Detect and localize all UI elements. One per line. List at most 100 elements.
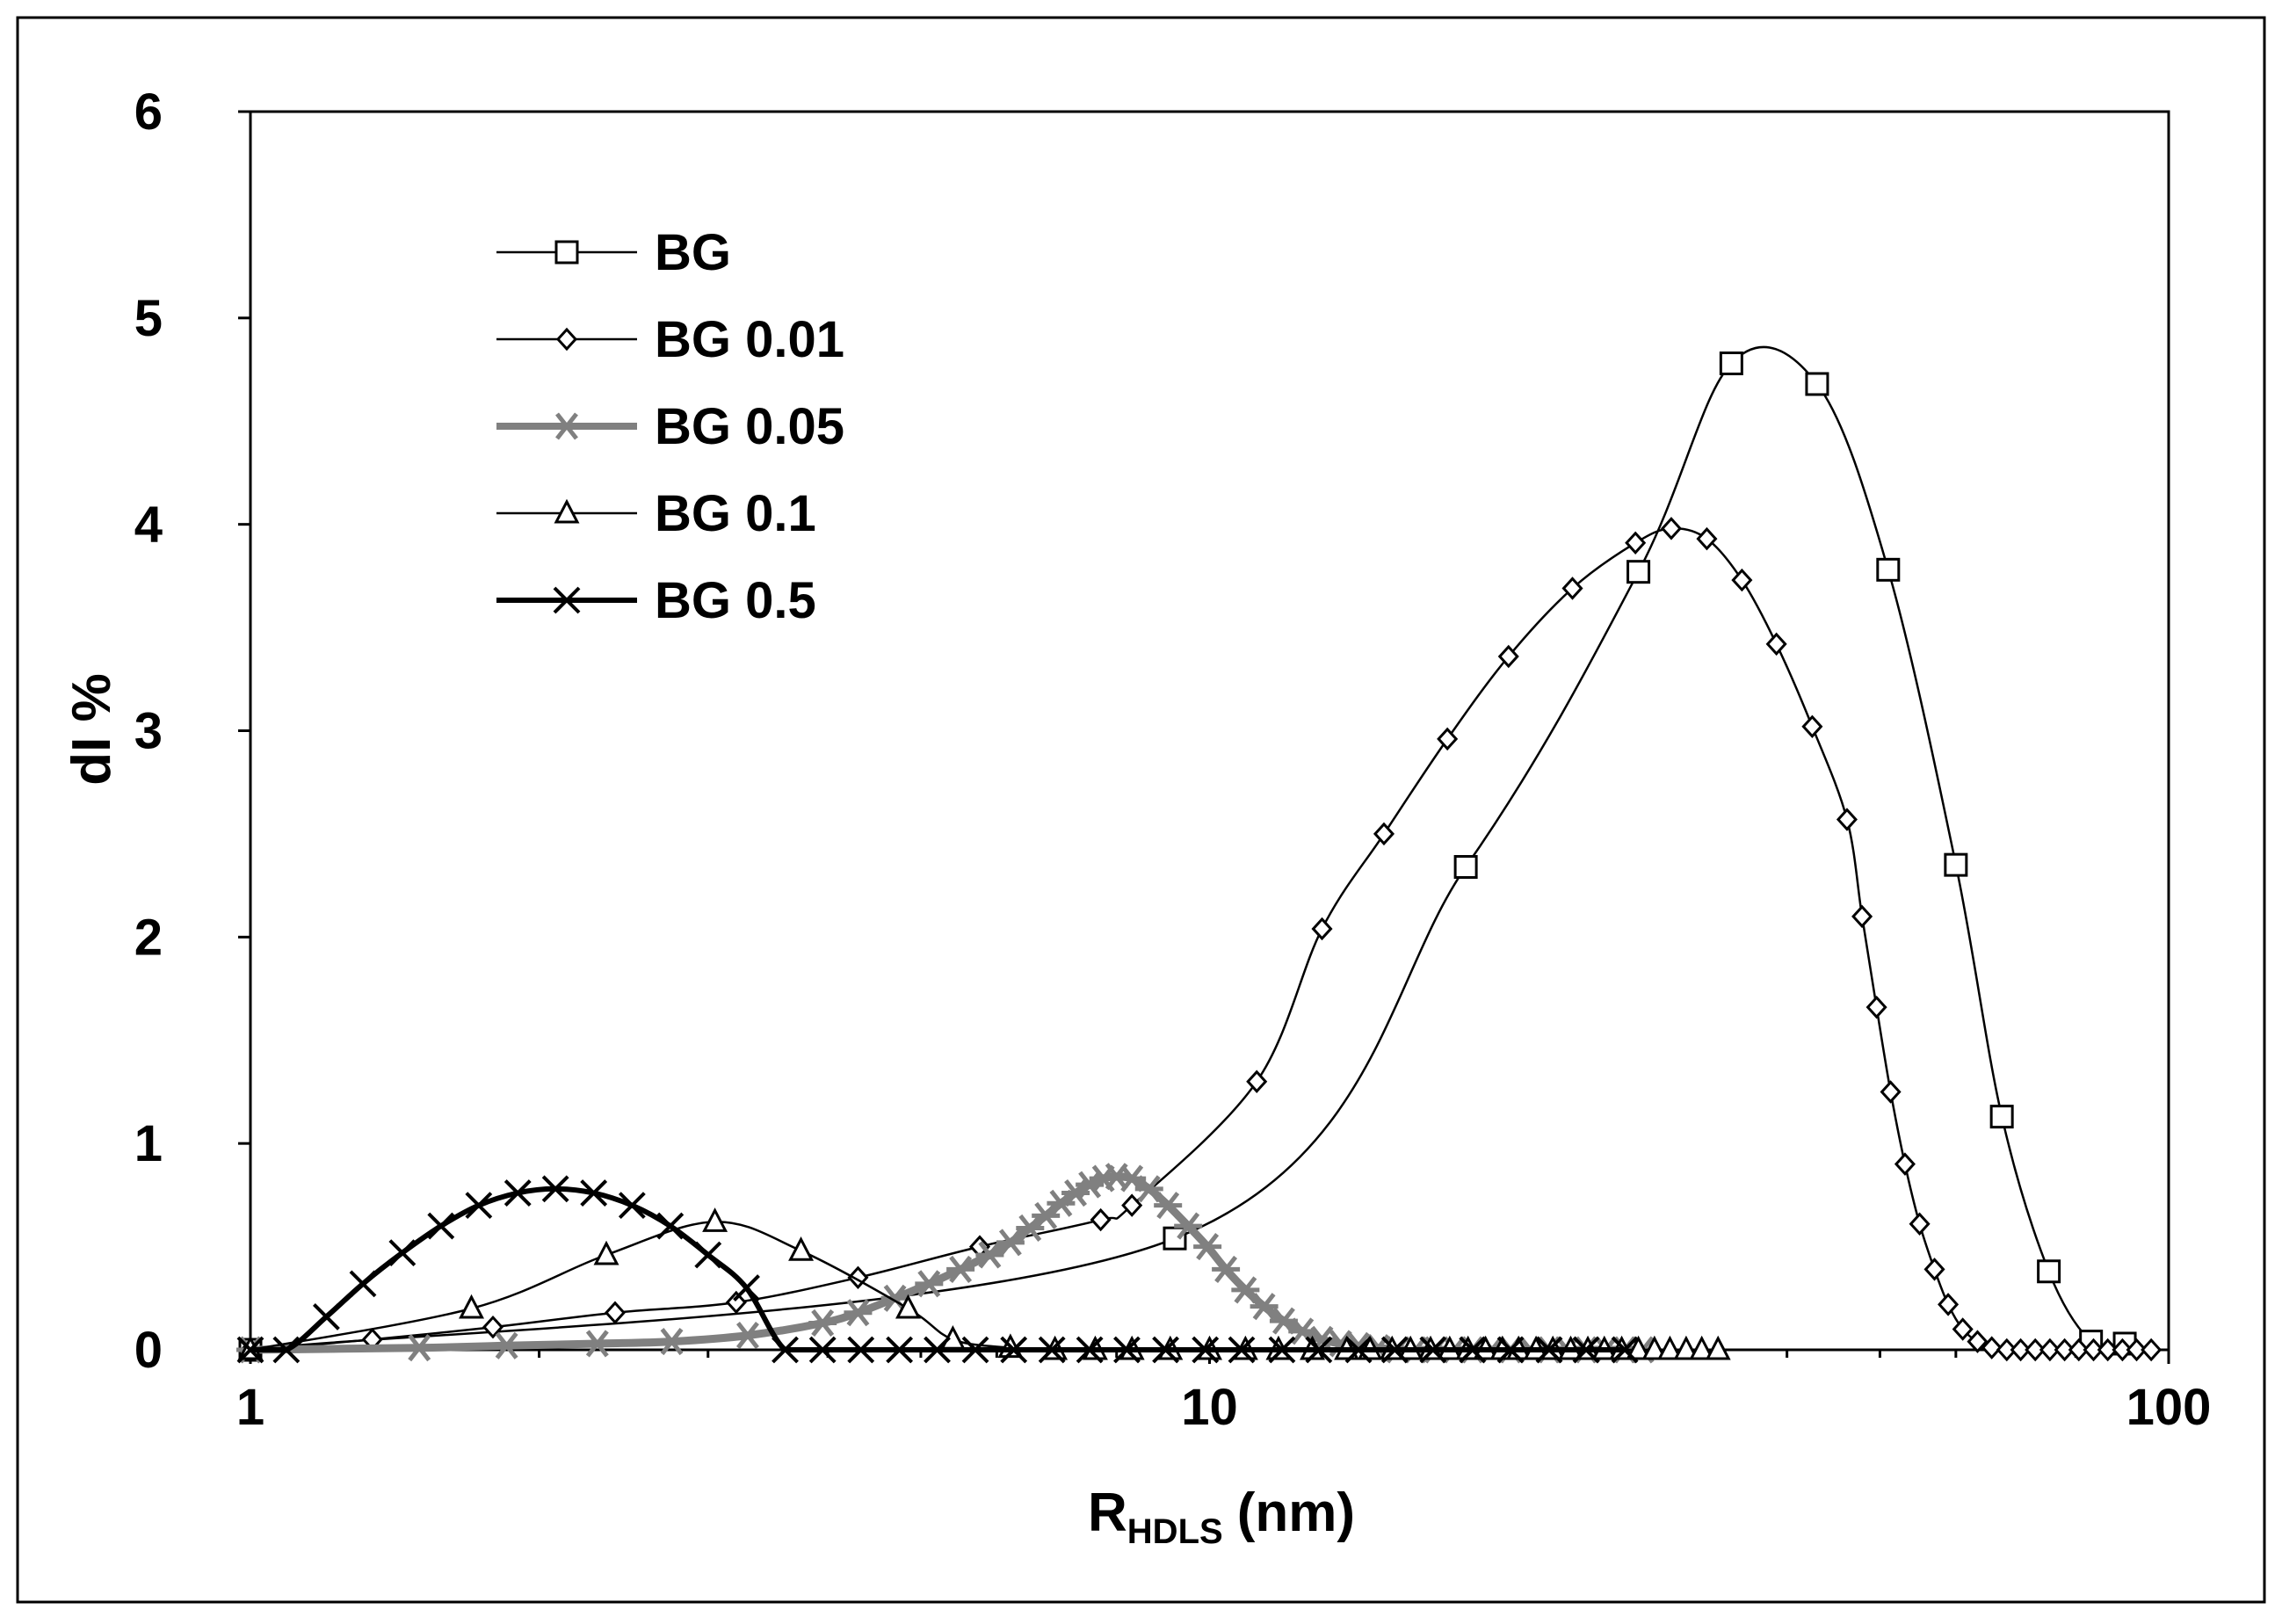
data-point-diamond [1696, 526, 1718, 551]
data-point-diamond [2083, 1338, 2105, 1362]
data-point-triangle [1656, 1335, 1683, 1360]
y-tick-label: 6 [134, 83, 163, 141]
data-point-asterisk [1193, 1233, 1222, 1261]
data-point-x [313, 1303, 340, 1330]
data-point-diamond [1836, 808, 1858, 831]
data-point-x [1228, 1336, 1256, 1364]
data-point-square [554, 240, 579, 265]
data-point-diamond [1923, 1258, 1945, 1281]
data-point-asterisk [1154, 1192, 1183, 1220]
legend-item: BG 0.01 [496, 311, 844, 368]
data-point-asterisk [1174, 1212, 1203, 1240]
x-tick-label: 1 [236, 1379, 264, 1436]
data-point-diamond [1851, 904, 1873, 929]
data-point-x [465, 1192, 493, 1220]
data-point-asterisk [1032, 1201, 1061, 1229]
y-axis-label: dI % [62, 673, 122, 785]
data-point-diamond [1090, 1207, 1112, 1232]
legend-item: BG [496, 224, 731, 281]
data-point-square [1163, 1226, 1187, 1251]
y-tick-label: 1 [134, 1115, 163, 1172]
data-point-square [1805, 372, 1829, 396]
data-point-asterisk [808, 1309, 837, 1338]
data-point-asterisk [733, 1322, 762, 1350]
data-point-diamond [2039, 1338, 2061, 1362]
data-point-diamond [1497, 644, 1519, 669]
data-point-asterisk [975, 1241, 1004, 1269]
x-tick-label: 10 [1181, 1379, 1238, 1436]
y-tick-label: 3 [134, 703, 163, 760]
data-point-x [1192, 1336, 1220, 1364]
y-tick-label: 5 [134, 290, 163, 347]
data-point-diamond [2097, 1338, 2119, 1362]
data-point-square [1989, 1105, 2014, 1129]
figure-border [16, 16, 2266, 1604]
data-point-x [541, 1175, 569, 1203]
legend-item: BG 0.5 [496, 572, 816, 629]
data-point-asterisk [880, 1284, 909, 1312]
data-point-x [1380, 1336, 1409, 1364]
y-tick-label: 0 [134, 1322, 163, 1379]
data-point-x [694, 1241, 722, 1269]
data-point-asterisk [1250, 1293, 1279, 1321]
data-point-diamond [1909, 1212, 1931, 1236]
data-point-triangle [554, 498, 580, 524]
data-point-x [580, 1179, 608, 1207]
legend-label: BG 0.1 [655, 485, 816, 542]
data-point-x [961, 1336, 989, 1364]
data-point-diamond [1373, 822, 1395, 846]
data-point-triangle [1673, 1335, 1699, 1360]
data-point-diamond [1865, 995, 1887, 1019]
data-point-asterisk [915, 1270, 944, 1298]
data-point-x [272, 1336, 301, 1364]
data-point-square [1453, 854, 1478, 879]
data-point-diamond [1801, 714, 1823, 739]
legend-label: BG 0.5 [655, 572, 816, 629]
data-point-x [503, 1179, 532, 1207]
data-point-x [1038, 1336, 1066, 1364]
data-point-x [1000, 1336, 1028, 1364]
data-point-diamond [2025, 1338, 2047, 1362]
data-point-x [236, 1336, 264, 1364]
data-point-x [388, 1239, 417, 1267]
data-point-x [427, 1212, 455, 1240]
legend: BG BG 0.01 BG 0.05 BG 0.1 BG 0.5 [496, 224, 844, 629]
data-point-square [1626, 560, 1651, 584]
data-point-diamond [1121, 1193, 1143, 1217]
data-point-diamond [1625, 531, 1647, 555]
legend-label: BG 0.01 [655, 311, 844, 368]
series-bg-0-01 [239, 517, 2162, 1362]
data-point-asterisk [996, 1229, 1025, 1257]
data-point-diamond [2112, 1338, 2133, 1362]
data-point-diamond [1938, 1293, 1960, 1316]
data-point-asterisk [946, 1255, 975, 1283]
data-point-triangle [1641, 1335, 1668, 1360]
data-point-x [1535, 1336, 1563, 1364]
data-point-square [1719, 351, 1743, 375]
data-point-x [924, 1336, 951, 1364]
data-point-asterisk [553, 412, 581, 440]
data-point-triangle [459, 1294, 485, 1319]
data-point-diamond [1561, 576, 1583, 600]
data-point-triangle [702, 1207, 728, 1232]
data-point-triangle [593, 1240, 619, 1265]
data-point-x [1459, 1336, 1487, 1364]
data-point-x [1305, 1336, 1333, 1364]
data-point-diamond [2126, 1338, 2148, 1362]
data-point-asterisk [1212, 1255, 1241, 1283]
axes-group: 0 1 2 3 4 5 6 1 10 100 [134, 83, 2212, 1436]
data-point-triangle [1626, 1335, 1652, 1360]
data-point-x [733, 1274, 760, 1301]
legend-item: BG 0.05 [496, 398, 844, 455]
data-point-x [553, 586, 581, 614]
y-tick-label: 4 [134, 497, 163, 554]
data-point-diamond [1967, 1330, 1989, 1353]
data-point-x [349, 1270, 377, 1298]
data-point-x [618, 1192, 646, 1220]
data-point-x [1268, 1336, 1296, 1364]
data-point-x [1152, 1336, 1179, 1364]
data-point-diamond [1311, 917, 1333, 941]
data-point-x [1419, 1336, 1447, 1364]
data-point-triangle [1705, 1335, 1731, 1360]
